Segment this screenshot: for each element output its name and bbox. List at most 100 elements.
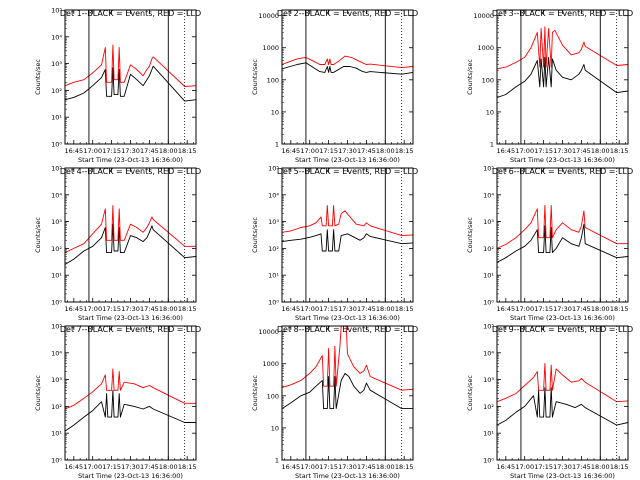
series-group (282, 205, 413, 252)
series-events-line (282, 62, 413, 75)
x-tick-label: 18:15 (610, 305, 629, 313)
series-lld-line (497, 205, 628, 249)
y-tick-label: 10³ (483, 376, 494, 384)
x-tick-label: 17:30 (338, 147, 357, 155)
panel-title: Det 7--BLACK = Events, RED = LLD (60, 325, 201, 334)
y-tick-label: 10⁵ (51, 165, 62, 173)
panel-title: Det 3--BLACK = Events, RED = LLD (492, 9, 633, 18)
x-tick-label: 17:15 (319, 305, 338, 313)
panel-det-7: 16:45 17:00 17:15 17:30 17:45 18:00 18:15 10⁰ 10… (34, 323, 201, 480)
x-tick-label: 17:15 (102, 147, 121, 155)
y-tick-label: 10² (51, 245, 62, 253)
x-tick-label: 18:15 (610, 463, 629, 471)
y-tick-label: 10¹ (51, 272, 62, 280)
x-tick-label: 18:00 (591, 463, 610, 471)
panel-det-6: 16:45 17:00 17:15 17:30 17:45 18:00 18:15 10⁰ 10… (466, 165, 633, 323)
series-events-line (282, 229, 413, 252)
x-tick-label: 17:45 (140, 305, 159, 313)
x-axis-label: Start Time (23-Oct-13 16:36:00) (295, 156, 400, 164)
x-tick-label: 17:30 (121, 305, 140, 313)
y-tick-label: 10⁴ (483, 349, 494, 357)
x-axis-label: Start Time (23-Oct-13 16:36:00) (295, 314, 400, 322)
y-tick-label: 10⁵ (483, 323, 494, 331)
x-axis-label: Start Time (23-Oct-13 16:36:00) (510, 314, 615, 322)
x-tick-label: 17:00 (515, 147, 534, 155)
x-tick-label: 17:30 (553, 463, 572, 471)
x-tick-label: 17:15 (534, 147, 553, 155)
x-axis-label: Start Time (23-Oct-13 16:36:00) (78, 472, 183, 480)
plot-frame (64, 9, 197, 145)
y-tick-label: 10³ (51, 218, 62, 226)
y-tick-label: 10 (271, 424, 279, 432)
panel-title: Det 6--BLACK = Events, RED = LLD (492, 167, 633, 176)
x-tick-label: 17:00 (83, 147, 102, 155)
x-tick-label: 18:00 (376, 305, 395, 313)
series-group (497, 26, 628, 99)
panel-title: Det 2--BLACK = Events, RED = LLD (277, 9, 418, 18)
y-tick-label: 10 (271, 108, 279, 116)
plot-frame (496, 167, 629, 303)
y-tick-label: 10³ (268, 218, 279, 226)
series-events-line (497, 56, 628, 99)
series-group (65, 44, 196, 102)
x-tick-label: 16:45 (281, 147, 300, 155)
y-tick-label: 10¹ (268, 272, 279, 280)
x-tick-label: 17:45 (572, 305, 591, 313)
x-tick-label: 16:45 (496, 305, 515, 313)
y-axis-label: Counts/sec (34, 375, 42, 411)
y-tick-label: 10¹ (51, 430, 62, 438)
y-tick-label: 10⁰ (51, 299, 62, 307)
panel-det-4: 16:45 17:00 17:15 17:30 17:45 18:00 18:15 10⁰ 10… (34, 165, 201, 323)
y-tick-label: 10⁵ (268, 165, 279, 173)
series-lld-line (65, 44, 196, 87)
x-tick-label: 18:15 (178, 305, 197, 313)
y-tick-label: 10² (483, 403, 494, 411)
x-tick-label: 17:45 (357, 147, 376, 155)
y-tick-label: 10⁰ (51, 141, 62, 149)
panel-det-5: 16:45 17:00 17:15 17:30 17:45 18:00 18:15 10⁰ 10… (251, 165, 418, 323)
panel-title: Det 1--BLACK = Events, RED = LLD (60, 9, 201, 18)
x-tick-label: 17:15 (319, 463, 338, 471)
x-tick-label: 17:30 (338, 305, 357, 313)
x-tick-label: 17:45 (357, 305, 376, 313)
x-tick-label: 17:00 (300, 463, 319, 471)
y-axis-label: Counts/sec (251, 375, 259, 411)
x-tick-label: 17:30 (338, 463, 357, 471)
y-tick-label: 10² (268, 245, 279, 253)
series-lld-line (497, 26, 628, 70)
x-tick-label: 16:45 (496, 463, 515, 471)
series-lld-line (497, 363, 628, 403)
plot-frame (281, 9, 414, 145)
y-axis-label: Counts/sec (466, 217, 474, 253)
panel-title: Det 5--BLACK = Events, RED = LLD (277, 167, 418, 176)
y-tick-label: 10⁴ (268, 191, 279, 199)
x-tick-label: 17:00 (83, 463, 102, 471)
panel-det-1: 16:45 17:00 17:15 17:30 17:45 18:00 18:15 10⁰ 10… (34, 7, 201, 165)
x-tick-label: 17:45 (572, 463, 591, 471)
series-events-line (497, 223, 628, 263)
y-tick-label: 10⁰ (483, 457, 494, 465)
x-tick-label: 16:45 (64, 147, 83, 155)
y-tick-label: 10² (483, 245, 494, 253)
y-tick-label: 1 (275, 457, 279, 465)
x-tick-label: 17:45 (140, 463, 159, 471)
x-tick-label: 16:45 (64, 305, 83, 313)
x-tick-label: 18:00 (376, 463, 395, 471)
y-tick-label: 10⁴ (483, 191, 494, 199)
x-tick-label: 17:45 (140, 147, 159, 155)
series-lld-line (282, 205, 413, 237)
y-tick-label: 1000 (477, 44, 494, 52)
panel-det-2: 16:45 17:00 17:15 17:30 17:45 18:00 18:15 1 10 10… (251, 9, 418, 164)
x-tick-label: 17:15 (102, 463, 121, 471)
y-tick-label: 10⁵ (483, 165, 494, 173)
series-events-line (282, 372, 413, 410)
series-group (497, 363, 628, 426)
x-tick-label: 18:00 (591, 305, 610, 313)
series-events-line (65, 223, 196, 265)
y-tick-label: 10³ (483, 218, 494, 226)
x-axis-label: Start Time (23-Oct-13 16:36:00) (295, 472, 400, 480)
series-group (282, 55, 413, 75)
y-tick-label: 10⁴ (51, 349, 62, 357)
y-tick-label: 10³ (51, 60, 62, 68)
y-tick-label: 10³ (51, 376, 62, 384)
